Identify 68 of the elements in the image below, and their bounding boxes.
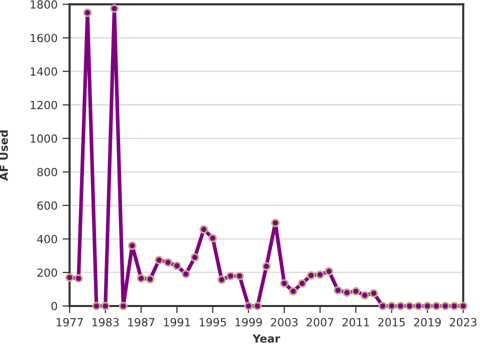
y-tick-label: 200 [37,268,58,277]
x-tick-label: 2011 [342,318,369,326]
point [405,302,414,310]
point [208,234,218,242]
y-tick-label: 1400 [30,67,58,76]
point [288,286,298,296]
point [441,302,450,310]
point [199,225,208,234]
point [432,302,441,310]
point [92,302,101,310]
point [306,271,316,280]
point [378,302,387,310]
x-tick-label: 1991 [164,318,190,326]
point [271,218,280,228]
point [334,286,342,295]
point [164,258,172,267]
x-tick-label: 1999 [236,318,262,326]
y-tick-label: 1200 [30,100,58,110]
point [217,275,226,284]
x-tick-label: 2007 [306,318,334,326]
y-tick-label: 1000 [30,134,58,143]
point [244,302,253,310]
x-tick-label: 1995 [200,318,226,326]
y-tick-label: 800 [37,168,58,176]
point [316,270,324,279]
point [101,302,110,310]
point [387,302,396,310]
x-tick-label: 1987 [128,318,154,326]
point [136,274,146,283]
point [128,241,137,250]
x-tick-label: 2015 [378,318,405,326]
point [352,286,360,296]
point [74,274,83,283]
y-tick-label: 0 [51,302,58,310]
point [172,261,182,270]
point [190,253,200,262]
point [298,279,306,288]
point [118,302,128,310]
point [226,272,235,280]
x-tick-label: 2019 [414,318,441,326]
y-tick-label: 400 [37,234,58,244]
point [262,262,271,271]
x-tick-label: 2003 [270,318,298,326]
x-tick-label: 1977 [56,318,83,326]
point [414,302,423,310]
point [110,4,119,13]
point [280,279,289,288]
point [253,302,262,310]
point [342,288,352,297]
y-tick-label: 600 [37,201,58,210]
point [360,290,370,300]
y-tick-label: 1800 [30,0,58,9]
point [458,302,468,310]
point [396,302,405,310]
x-axis-title: Year [252,334,280,343]
y-tick-label: 1600 [30,34,58,42]
point [235,272,244,280]
point [83,8,92,18]
point [182,270,190,278]
x-tick-label: 1983 [92,318,119,326]
point [65,273,74,282]
point [146,274,154,284]
point [450,302,459,310]
point [154,256,164,264]
point [423,302,432,310]
point [324,267,334,276]
x-tick-label: 2023 [450,318,476,326]
point [369,288,378,298]
